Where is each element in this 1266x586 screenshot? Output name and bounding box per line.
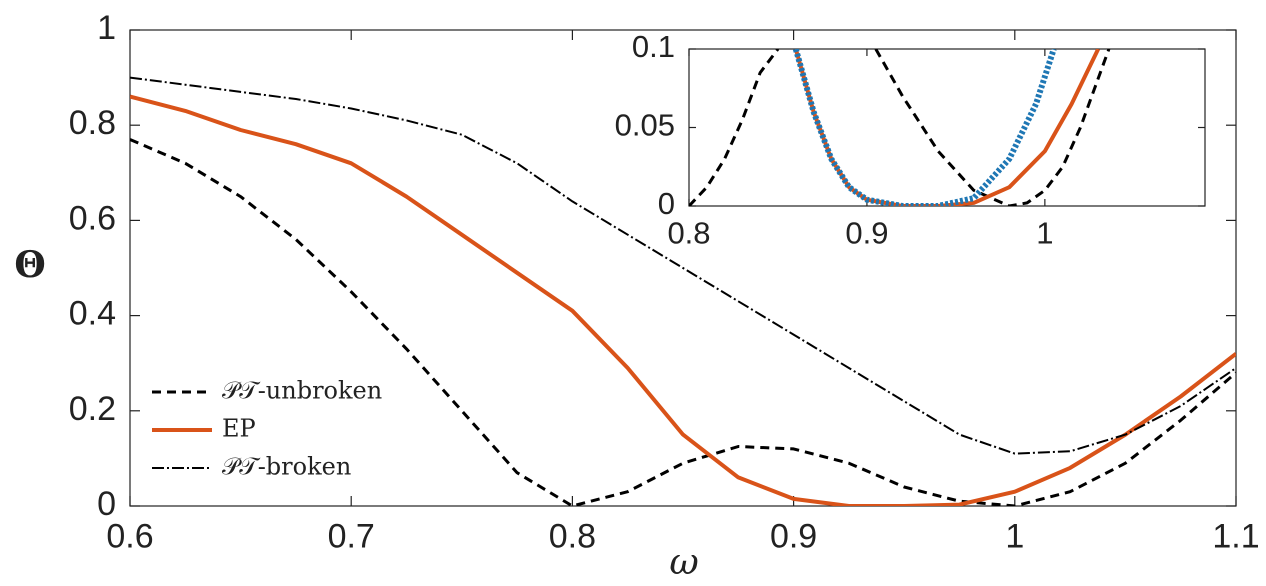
inset-background [689,49,1205,206]
legend-label: EP [222,415,256,443]
y-tick-label: 0.6 [69,199,116,237]
y-tick-label: 0.2 [69,390,116,428]
x-tick-label: 0.6 [106,517,153,555]
x-tick-label: 0.7 [328,517,375,555]
series-line [130,76,1236,455]
series-line [130,94,1236,506]
y-tick-label: 0.1 [632,29,675,64]
y-tick-label: 0 [658,186,675,221]
y-axis-label: Θ [14,244,45,286]
series-line [130,138,1236,506]
series-line [792,49,1057,206]
plot-area [689,49,1111,206]
y-tick-label: 0.05 [615,108,675,143]
x-tick-label: 0.9 [845,216,888,251]
x-axis-label: ω [669,542,698,583]
x-tick-label: 1 [1036,216,1053,251]
x-tick-label: 0.8 [549,517,596,555]
y-tick-label: 0 [97,485,116,523]
axes-box [129,29,1237,507]
legend-label: 𝒫𝒯-unbroken [222,377,382,405]
x-tick-label: 1.1 [1212,517,1259,555]
y-tick-label: 1 [97,9,116,47]
x-tick-label: 1 [1005,517,1024,555]
y-tick-label: 0.8 [69,104,116,142]
y-tick-label: 0.4 [69,295,116,333]
series-line [689,49,1111,206]
x-tick-label: 0.8 [667,216,710,251]
plot-area [130,76,1236,506]
legend-label: 𝒫𝒯-broken [222,453,351,481]
x-tick-label: 0.9 [770,517,817,555]
